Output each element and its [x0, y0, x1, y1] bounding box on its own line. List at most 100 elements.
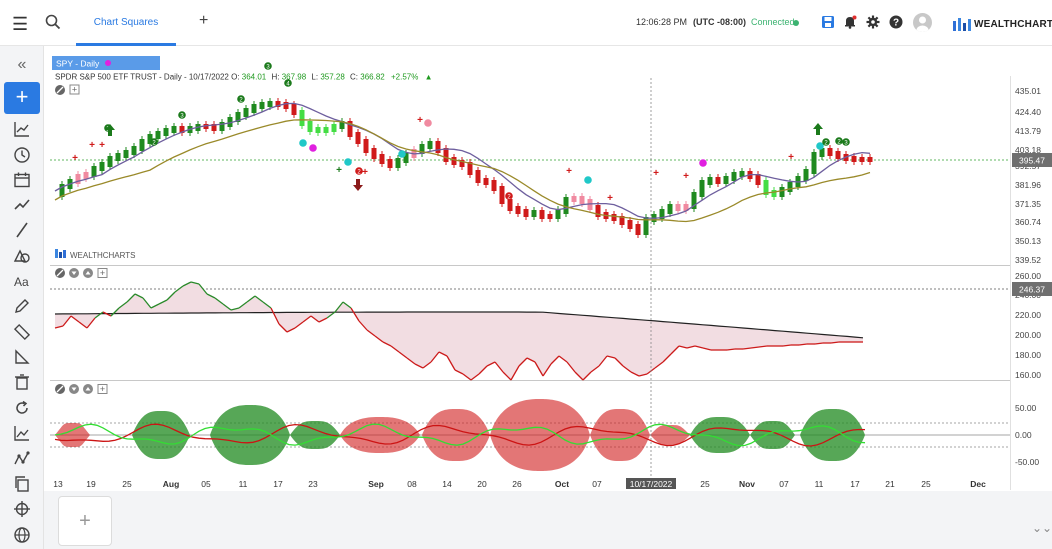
oscillator1-segment: [86, 317, 96, 329]
signal-dot-icon: [505, 192, 513, 200]
signal-dot-icon: [344, 158, 352, 166]
globe-icon[interactable]: [13, 526, 31, 544]
ruler-icon[interactable]: [13, 323, 31, 341]
chart-icon[interactable]: [13, 424, 31, 442]
candle-body: [691, 192, 697, 209]
candle-body: [555, 209, 561, 219]
price-chart[interactable]: SPY - Daily SPDR S&P 500 ETF TRUST - Dai…: [50, 46, 1052, 491]
price-tick-label: 360.74: [1015, 217, 1041, 227]
trash-icon[interactable]: [13, 373, 31, 391]
low-value: 357.28: [320, 73, 345, 82]
oscillator1-tick-label: 220.00: [1015, 310, 1041, 320]
pane2-controls[interactable]: +: [55, 268, 108, 278]
chart-area[interactable]: SPY - Daily SPDR S&P 500 ETF TRUST - Dai…: [50, 46, 1052, 491]
time-tick-label: Aug: [163, 479, 180, 489]
calendar-icon[interactable]: [13, 171, 31, 189]
gear-icon[interactable]: [866, 15, 880, 29]
avatar[interactable]: [913, 13, 932, 32]
oscillator1-segment: [390, 345, 400, 353]
candle-body: [731, 172, 737, 181]
pane3-controls[interactable]: +: [55, 384, 108, 394]
candle-body: [371, 148, 377, 159]
menu-icon[interactable]: ☰: [12, 14, 29, 34]
candle-body: [771, 190, 777, 197]
oscillator1-segment: [598, 355, 608, 367]
candle-body: [283, 102, 289, 109]
pencil-icon[interactable]: [13, 297, 31, 315]
plus-marker-icon: +: [89, 140, 95, 151]
oscillator1-segment: [206, 293, 216, 299]
plus-marker-icon: +: [683, 171, 689, 182]
help-icon[interactable]: ?: [889, 15, 903, 29]
oscillator1-segment: [190, 281, 200, 285]
candle-body: [499, 186, 505, 204]
add-chart-button[interactable]: +: [58, 496, 112, 546]
oscillator1-segment: [174, 285, 184, 293]
shapes-icon[interactable]: [13, 247, 31, 265]
left-toolbar: « + Aa: [0, 46, 44, 549]
time-tick-label: 05: [201, 479, 211, 489]
time-tick-label: 21: [885, 479, 895, 489]
oscillator1-segment: [782, 344, 792, 347]
add-tab-button[interactable]: +: [199, 12, 209, 29]
oscillator1-segment: [270, 307, 280, 325]
candle-body: [91, 166, 97, 177]
expand-pane-icon[interactable]: [97, 384, 108, 394]
alert-bell-icon[interactable]: [843, 15, 857, 29]
badge-color-dot-icon[interactable]: [105, 60, 111, 66]
oscillator1-segment: [406, 357, 416, 365]
buy-arrow-icon: [105, 124, 115, 136]
candle-body: [635, 224, 641, 235]
candle-body: [627, 220, 633, 229]
signal-number: 2: [507, 195, 511, 201]
refresh-icon[interactable]: [13, 399, 31, 417]
candle-body: [227, 117, 233, 127]
trend-icon[interactable]: [13, 196, 31, 214]
time-axis[interactable]: 13 19 25 Aug 05 11 17 23 Sep 08 14 20 26 Oct 07 10/17/2…: [53, 478, 986, 489]
oscillator1-segment: [494, 361, 504, 373]
price-axis[interactable]: 435.01424.40413.79403.18392.57381.96371.…: [1015, 86, 1041, 265]
oscillator1-segment: [158, 299, 168, 305]
expand-pane-icon[interactable]: [97, 268, 108, 278]
oscillator1-segment: [614, 357, 624, 367]
copy-icon[interactable]: [13, 475, 31, 493]
indicator-icon[interactable]: [13, 120, 31, 138]
time-tick-label: 25: [921, 479, 931, 489]
oscillator1-segment: [278, 323, 288, 333]
pattern-icon[interactable]: [13, 450, 31, 468]
signal-dot-icon: [150, 138, 158, 146]
clock-icon[interactable]: [13, 146, 31, 164]
crosshair-icon[interactable]: [13, 500, 31, 518]
line-tool-icon[interactable]: [13, 221, 31, 239]
price-tick-label: 350.13: [1015, 236, 1041, 246]
candle-body: [451, 157, 457, 165]
add-icon[interactable]: +: [4, 82, 40, 114]
expand-down-icon[interactable]: ⌄⌄: [1032, 521, 1052, 535]
oscillator1-segment: [294, 321, 304, 329]
oscillator1-segment: [454, 369, 464, 375]
signal-dot-icon: [398, 150, 406, 158]
oscillator1-segment: [446, 355, 456, 371]
tab-chart-squares[interactable]: Chart Squares: [76, 0, 176, 46]
signal-markers: 22323222342+++++++++++: [72, 62, 850, 204]
oscillator2-band: [55, 423, 90, 447]
oscillator1-segment: [670, 345, 680, 355]
pane1-controls[interactable]: +: [55, 84, 80, 96]
price-tick-label: 371.35: [1015, 199, 1041, 209]
expand-pane-icon[interactable]: [69, 84, 80, 95]
search-icon[interactable]: [44, 13, 62, 31]
close-value: 366.82: [360, 73, 385, 82]
oscillator2-green-line: [54, 423, 866, 447]
text-icon[interactable]: Aa: [13, 272, 31, 290]
candle-body: [179, 126, 185, 133]
svg-text:+: +: [100, 268, 105, 278]
collapse-icon[interactable]: «: [17, 56, 27, 73]
candle-body: [859, 157, 865, 162]
signal-dot-icon: [309, 144, 317, 152]
candle-body: [579, 196, 585, 204]
angle-icon[interactable]: [13, 348, 31, 366]
time-tick-label: 08: [407, 479, 417, 489]
oscillator1-segment: [230, 307, 240, 311]
oscillator2-axis[interactable]: 50.00 0.00 -50.00: [1015, 403, 1039, 467]
save-icon[interactable]: [821, 15, 835, 29]
